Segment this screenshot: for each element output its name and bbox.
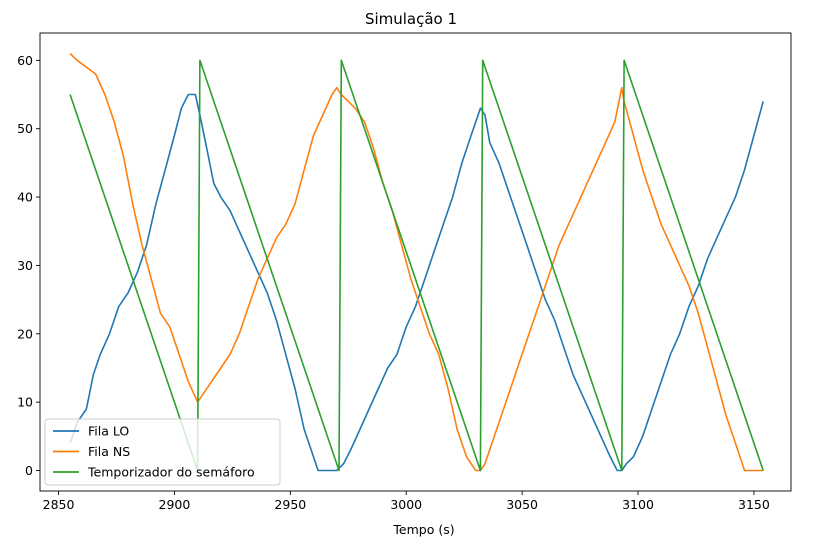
y-tick-label: 10 [17, 395, 33, 410]
x-tick-label: 3100 [622, 497, 654, 512]
y-tick-label: 40 [17, 190, 33, 205]
y-tick-label: 60 [17, 53, 33, 68]
plot-area [69, 52, 764, 472]
y-tick-label: 0 [25, 463, 33, 478]
legend-label-0: Fila LO [88, 424, 129, 439]
series-line-0 [69, 93, 764, 472]
x-tick-label: 3000 [390, 497, 422, 512]
y-tick-label: 20 [17, 326, 33, 341]
x-tick-label: 3150 [738, 497, 770, 512]
x-tick-label: 2850 [43, 497, 75, 512]
legend: Fila LO Fila NS Temporizador do semáforo [44, 418, 281, 486]
axes: 2850 2900 2950 3000 3050 3100 3150 0 10 20 30 40 50 6… [17, 32, 792, 512]
y-tick-label: 30 [17, 258, 33, 273]
legend-box [44, 418, 281, 486]
legend-label-1: Fila NS [88, 444, 130, 459]
x-axis-label: Tempo (s) [392, 522, 454, 537]
legend-label-2: Temporizador do semáforo [87, 465, 255, 480]
series-line-2 [69, 59, 764, 472]
plot-frame [39, 32, 792, 492]
y-tick-label: 50 [17, 121, 33, 136]
x-tick-label: 3050 [506, 497, 538, 512]
x-tick-label: 2950 [274, 497, 306, 512]
series-line-1 [69, 52, 764, 472]
chart-title: Simulação 1 [365, 10, 457, 28]
x-tick-label: 2900 [159, 497, 191, 512]
